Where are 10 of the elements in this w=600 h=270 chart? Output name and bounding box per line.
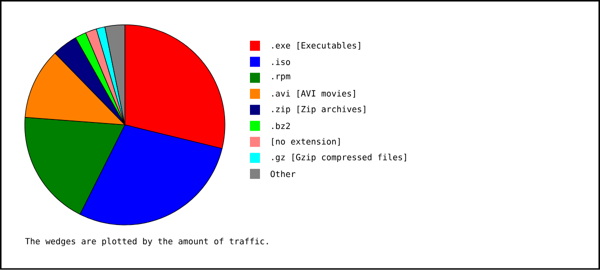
legend-label: .bz2 [272, 122, 290, 130]
legend-label: Other [270, 170, 296, 178]
legend-label: .exe [Executables] [272, 42, 360, 50]
legend-label: .rpm [272, 74, 290, 82]
legend-label: .iso [272, 58, 290, 66]
legend-label: [no extension] [272, 138, 340, 146]
legend-label: .zip [Zip archives] [272, 106, 366, 114]
legend-label: .avi [AVI movies] [272, 90, 356, 98]
text: The wedges are plotted by the amount of traffic. [25, 238, 268, 246]
legend-label: .gz [Gzip compressed files] [272, 154, 406, 162]
